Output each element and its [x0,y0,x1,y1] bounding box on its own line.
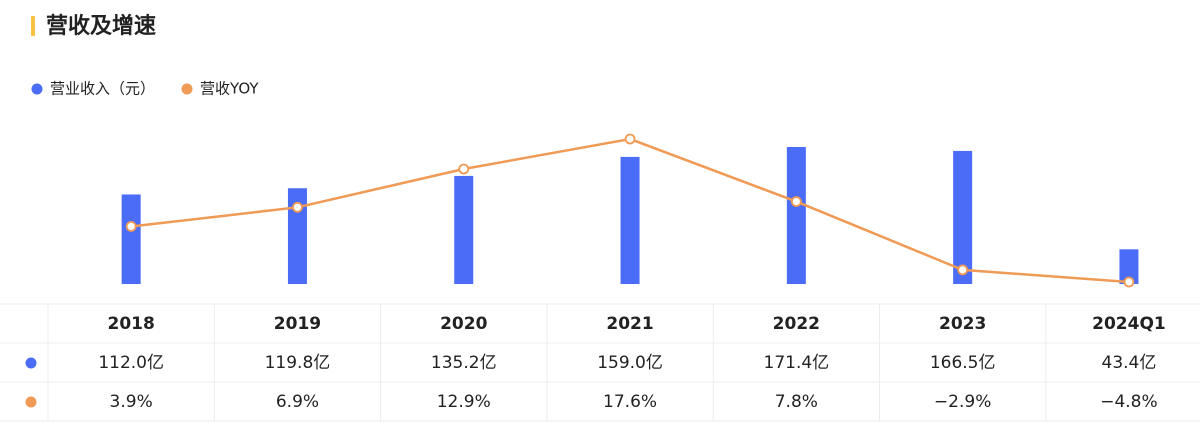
legend-label: 营业收入（元） [50,80,155,98]
table-cell: −2.9% [934,392,991,412]
legend-label: 营收YOY [200,80,259,98]
legend-marker [181,83,193,95]
table-header: 2022 [773,314,820,334]
table-cell: 135.2亿 [431,353,497,373]
table-header: 2018 [107,314,154,334]
line-point [125,221,137,232]
bar [953,150,973,284]
table-cell: 7.8% [775,392,818,412]
table-header: 2019 [274,314,321,334]
line-point [458,163,470,175]
legend-marker [31,83,43,95]
table-cell: 6.9% [276,392,319,412]
table-header: 2021 [606,314,653,334]
line-point [1123,276,1135,288]
table-header: 2024Q1 [1092,314,1166,334]
bar [786,147,806,284]
table-cell: 112.0亿 [98,353,164,373]
table-cell: 17.6% [603,392,657,412]
chart-title: 营收及增速 [46,13,156,39]
table-row-marker [25,357,37,369]
bar [620,156,640,284]
table-grid [0,303,1200,422]
table-cell: 159.0亿 [597,353,663,373]
line-point [957,264,969,276]
bar [121,194,141,284]
table-cell: 43.4亿 [1102,353,1157,373]
table-cell: 12.9% [437,392,491,412]
line-point [624,133,636,145]
bar [454,175,474,284]
bar [287,188,307,284]
line-point [292,201,303,213]
line-point [790,196,802,207]
table-cell: 3.9% [110,392,153,412]
table-cell: 171.4亿 [764,353,830,373]
table-cell: 166.5亿 [930,353,996,373]
table-cell: 119.8亿 [265,353,331,373]
table-header: 2023 [939,314,986,334]
table-header: 2020 [440,314,487,334]
table-row-marker [25,396,37,408]
bar [1119,249,1139,284]
title-accent [31,16,35,36]
table-cell: −4.8% [1100,392,1157,412]
